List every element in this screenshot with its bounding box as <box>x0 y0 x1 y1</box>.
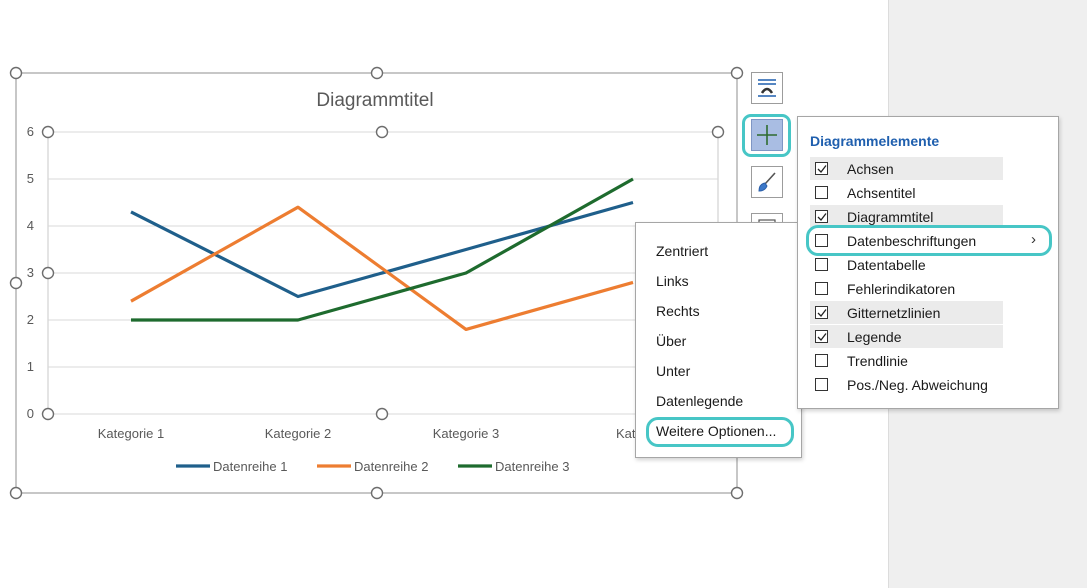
chart-resize-handle[interactable] <box>9 486 23 500</box>
plot-resize-handle[interactable] <box>375 125 389 139</box>
chart-element-row[interactable]: Diagrammtitel <box>810 205 1003 228</box>
checkbox-unchecked[interactable] <box>815 282 828 295</box>
submenu-item[interactable]: Datenlegende <box>656 393 744 409</box>
chart-styles-button[interactable] <box>751 166 783 198</box>
checkbox-checked[interactable] <box>815 210 828 223</box>
plot-resize-handle[interactable] <box>41 266 55 280</box>
chart-element-row[interactable]: Fehlerindikatoren <box>810 277 1003 300</box>
layout-options-icon <box>758 79 776 97</box>
chart-element-row[interactable]: Achsentitel <box>810 181 1003 204</box>
chart-resize-handle[interactable] <box>370 486 384 500</box>
chart-element-label: Fehlerindikatoren <box>847 281 956 297</box>
chart-element-label: Achsentitel <box>847 185 916 201</box>
chart-elements-panel: Diagrammelemente Achsen Achsentitel Diagra… <box>797 116 1059 409</box>
category-label: Kategorie 1 <box>98 426 165 441</box>
chart-elements-highlight <box>742 114 791 157</box>
chart-element-row[interactable]: Gitternetzlinien <box>810 301 1003 324</box>
plot-resize-handle[interactable] <box>41 407 55 421</box>
more-options-highlight <box>646 417 794 447</box>
chart-element-label: Datenbeschriftungen <box>847 233 977 249</box>
chart-elements-title: Diagrammelemente <box>810 133 940 149</box>
line-chart[interactable]: Diagrammtitel 0 1 2 3 4 5 6 Kategorie 1 Kategor… <box>0 0 888 588</box>
chart-resize-handle[interactable] <box>9 276 23 290</box>
layout-options-button[interactable] <box>751 72 783 104</box>
chart-resize-handle[interactable] <box>370 66 384 80</box>
checkbox-unchecked[interactable] <box>815 186 828 199</box>
chart-element-row[interactable]: Pos./Neg. Abweichung <box>810 373 1003 396</box>
chart-element-label: Gitternetzlinien <box>847 305 941 321</box>
chart-resize-handle[interactable] <box>9 66 23 80</box>
category-label: Kategorie 3 <box>433 426 500 441</box>
chart-element-row[interactable]: Achsen <box>810 157 1003 180</box>
checkmark-icon <box>817 165 827 173</box>
y-tick-label: 2 <box>27 312 34 327</box>
chart-element-label: Datentabelle <box>847 257 926 273</box>
submenu-item[interactable]: Rechts <box>656 303 700 319</box>
y-tick-label: 3 <box>27 265 34 280</box>
submenu-item[interactable]: Zentriert <box>656 243 709 259</box>
checkbox-unchecked[interactable] <box>815 234 828 247</box>
submenu-item[interactable]: Links <box>656 273 689 289</box>
checkbox-checked[interactable] <box>815 306 828 319</box>
plot-resize-handle[interactable] <box>375 407 389 421</box>
y-tick-label: 4 <box>27 218 34 233</box>
category-label: Kategorie 2 <box>265 426 332 441</box>
chart-resize-handle[interactable] <box>730 66 744 80</box>
checkmark-icon <box>817 213 827 221</box>
y-tick-label: 5 <box>27 171 34 186</box>
checkbox-checked[interactable] <box>815 162 828 175</box>
chart-title[interactable]: Diagrammtitel <box>316 90 433 111</box>
chart-element-label: Diagrammtitel <box>847 209 934 225</box>
y-tick-label: 6 <box>27 124 34 139</box>
y-tick-label: 1 <box>27 359 34 374</box>
checkmark-icon <box>817 333 827 341</box>
y-tick-label: 0 <box>27 406 34 421</box>
legend-entry[interactable]: Datenreihe 3 <box>495 459 569 474</box>
submenu-item[interactable]: Weitere Optionen... <box>656 423 777 439</box>
series-line-3[interactable] <box>131 177 634 322</box>
data-labels-submenu: Zentriert Links Rechts Über Unter Datenlegend… <box>635 222 802 458</box>
checkbox-checked[interactable] <box>815 330 828 343</box>
chart-element-row[interactable]: Legende <box>810 325 1003 348</box>
series-line-2[interactable] <box>130 205 634 331</box>
data-labels-highlight <box>806 225 1052 256</box>
plus-icon <box>757 125 777 145</box>
chart-element-label: Pos./Neg. Abweichung <box>847 377 988 393</box>
plot-resize-handle[interactable] <box>41 125 55 139</box>
submenu-item[interactable]: Über <box>656 333 687 349</box>
checkbox-unchecked[interactable] <box>815 258 828 271</box>
chart-element-label: Trendlinie <box>847 353 908 369</box>
checkbox-unchecked[interactable] <box>815 378 828 391</box>
chart-element-row[interactable]: Trendlinie <box>810 349 1003 372</box>
chart-element-label: Legende <box>847 329 902 345</box>
chart-element-row[interactable]: Datentabelle <box>810 253 1003 276</box>
checkmark-icon <box>817 309 827 317</box>
legend-entry[interactable]: Datenreihe 2 <box>354 459 428 474</box>
chevron-right-icon[interactable]: › <box>1031 231 1036 248</box>
chart-element-label: Achsen <box>847 161 894 177</box>
chart-resize-handle[interactable] <box>730 486 744 500</box>
chart-area-frame[interactable] <box>15 72 738 494</box>
paintbrush-icon <box>758 172 776 192</box>
legend-entry[interactable]: Datenreihe 1 <box>213 459 287 474</box>
plot-resize-handle[interactable] <box>711 125 725 139</box>
checkbox-unchecked[interactable] <box>815 354 828 367</box>
chart-elements-button[interactable] <box>751 119 783 151</box>
submenu-item[interactable]: Unter <box>656 363 691 379</box>
chart-element-row[interactable]: Datenbeschriftungen › <box>810 229 1044 252</box>
